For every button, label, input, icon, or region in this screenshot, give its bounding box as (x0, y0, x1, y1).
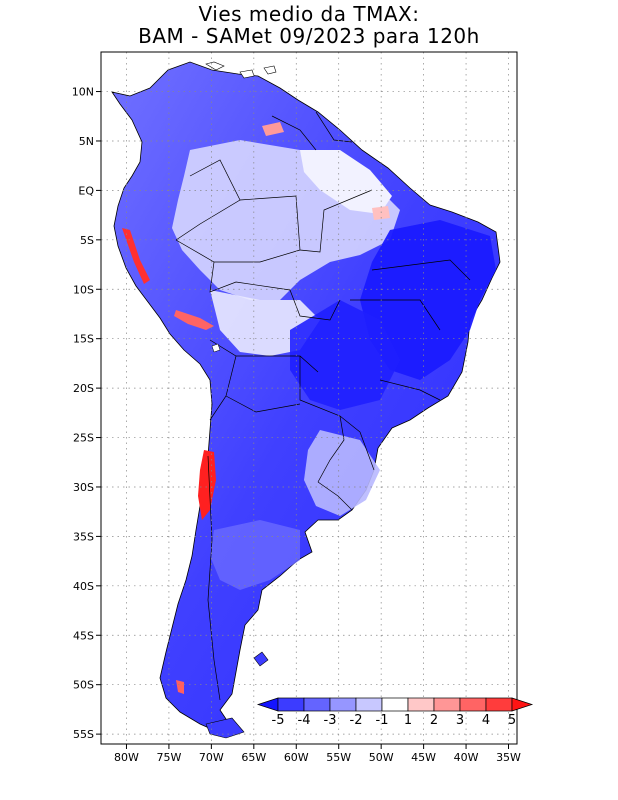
colorbar-swatch (277, 697, 305, 712)
lat-tick-label: 5S (80, 234, 94, 247)
falkland-islands (253, 651, 269, 667)
continent-layer (101, 52, 517, 744)
lat-tick-label: EQ (78, 184, 94, 197)
andes-positive-bias-chile (198, 450, 216, 520)
colorbar-label: -2 (350, 713, 363, 728)
lat-tick-label: 50S (73, 679, 94, 692)
map-title-line-1: Vies medio da TMAX: (198, 2, 420, 26)
country-borders (175, 111, 471, 701)
colorbar-swatch (381, 697, 409, 712)
andes-positive-bias-north (122, 228, 150, 284)
lat-tick-label: 35S (73, 530, 94, 543)
longitude-labels: 80W 75W 70W 65W 60W 55W 50W 45W 40W 35W (114, 744, 521, 764)
lon-tick-label: 80W (114, 751, 139, 764)
map-gridlines (101, 52, 517, 744)
lat-tick-label: 40S (73, 580, 94, 593)
lat-tick-label: 55S (73, 728, 94, 741)
lat-tick-label: 10S (73, 283, 94, 296)
tierra-del-fuego (205, 717, 245, 739)
lon-tick-label: 60W (284, 751, 309, 764)
cerrado-strong-negative-area (290, 300, 400, 410)
colorbar-swatch (407, 697, 435, 712)
guiana-light-bias-area (300, 150, 392, 214)
northeast-strong-negative-area (360, 220, 496, 380)
colorbar-label: 3 (456, 713, 464, 728)
colorbar-label: -4 (298, 713, 311, 728)
colorbar-label: 1 (404, 713, 412, 728)
lat-tick-label: 5N (79, 135, 94, 148)
colorbar-swatch (355, 697, 383, 712)
latitude-labels: 10N 5N EQ 5S 10S 15S 20S 25S 30S 35S 40S 45S 50S 55S (72, 86, 101, 741)
colorbar-max-arrow (511, 697, 534, 712)
colorbar-label: 5 (508, 713, 516, 728)
lat-tick-label: 10N (72, 86, 94, 99)
colorbar-label: -3 (324, 713, 337, 728)
colorbar-label: -5 (272, 713, 285, 728)
caribbean-islands (205, 61, 277, 79)
south-light-bias-area (304, 430, 380, 516)
lon-tick-label: 40W (454, 751, 479, 764)
lon-tick-label: 70W (199, 751, 224, 764)
lat-tick-label: 45S (73, 629, 94, 642)
colorbar-swatch (433, 697, 461, 712)
lat-tick-label: 20S (73, 382, 94, 395)
lon-tick-label: 45W (411, 751, 436, 764)
colorbar-label: 2 (430, 713, 438, 728)
colorbar-swatch (459, 697, 487, 712)
colorbar-swatch (485, 697, 513, 712)
north-positive-bias-spot (262, 122, 284, 136)
colorbar-label: -1 (376, 713, 389, 728)
lat-tick-label: 30S (73, 481, 94, 494)
lat-tick-label: 15S (73, 333, 94, 346)
lon-tick-label: 35W (496, 751, 521, 764)
lon-tick-label: 65W (241, 751, 266, 764)
colorbar-label: 4 (482, 713, 490, 728)
map-title-line-2: BAM - SAMet 09/2023 para 120h (138, 24, 480, 48)
colorbar: -5 -4 -3 -2 -1 1 2 3 4 5 (256, 697, 534, 728)
andes-positive-bias-patagonia (176, 680, 184, 694)
lat-tick-label: 25S (73, 432, 94, 445)
lon-tick-label: 75W (156, 751, 181, 764)
lon-tick-label: 50W (369, 751, 394, 764)
lake-titicaca (211, 343, 221, 353)
patagonia-medium-bias-area (210, 520, 300, 590)
plot-frame (100, 51, 518, 745)
colorbar-swatch (303, 697, 331, 712)
andes-positive-bias-peru (174, 310, 214, 330)
colorbar-swatch (329, 697, 357, 712)
lon-tick-label: 55W (326, 751, 351, 764)
